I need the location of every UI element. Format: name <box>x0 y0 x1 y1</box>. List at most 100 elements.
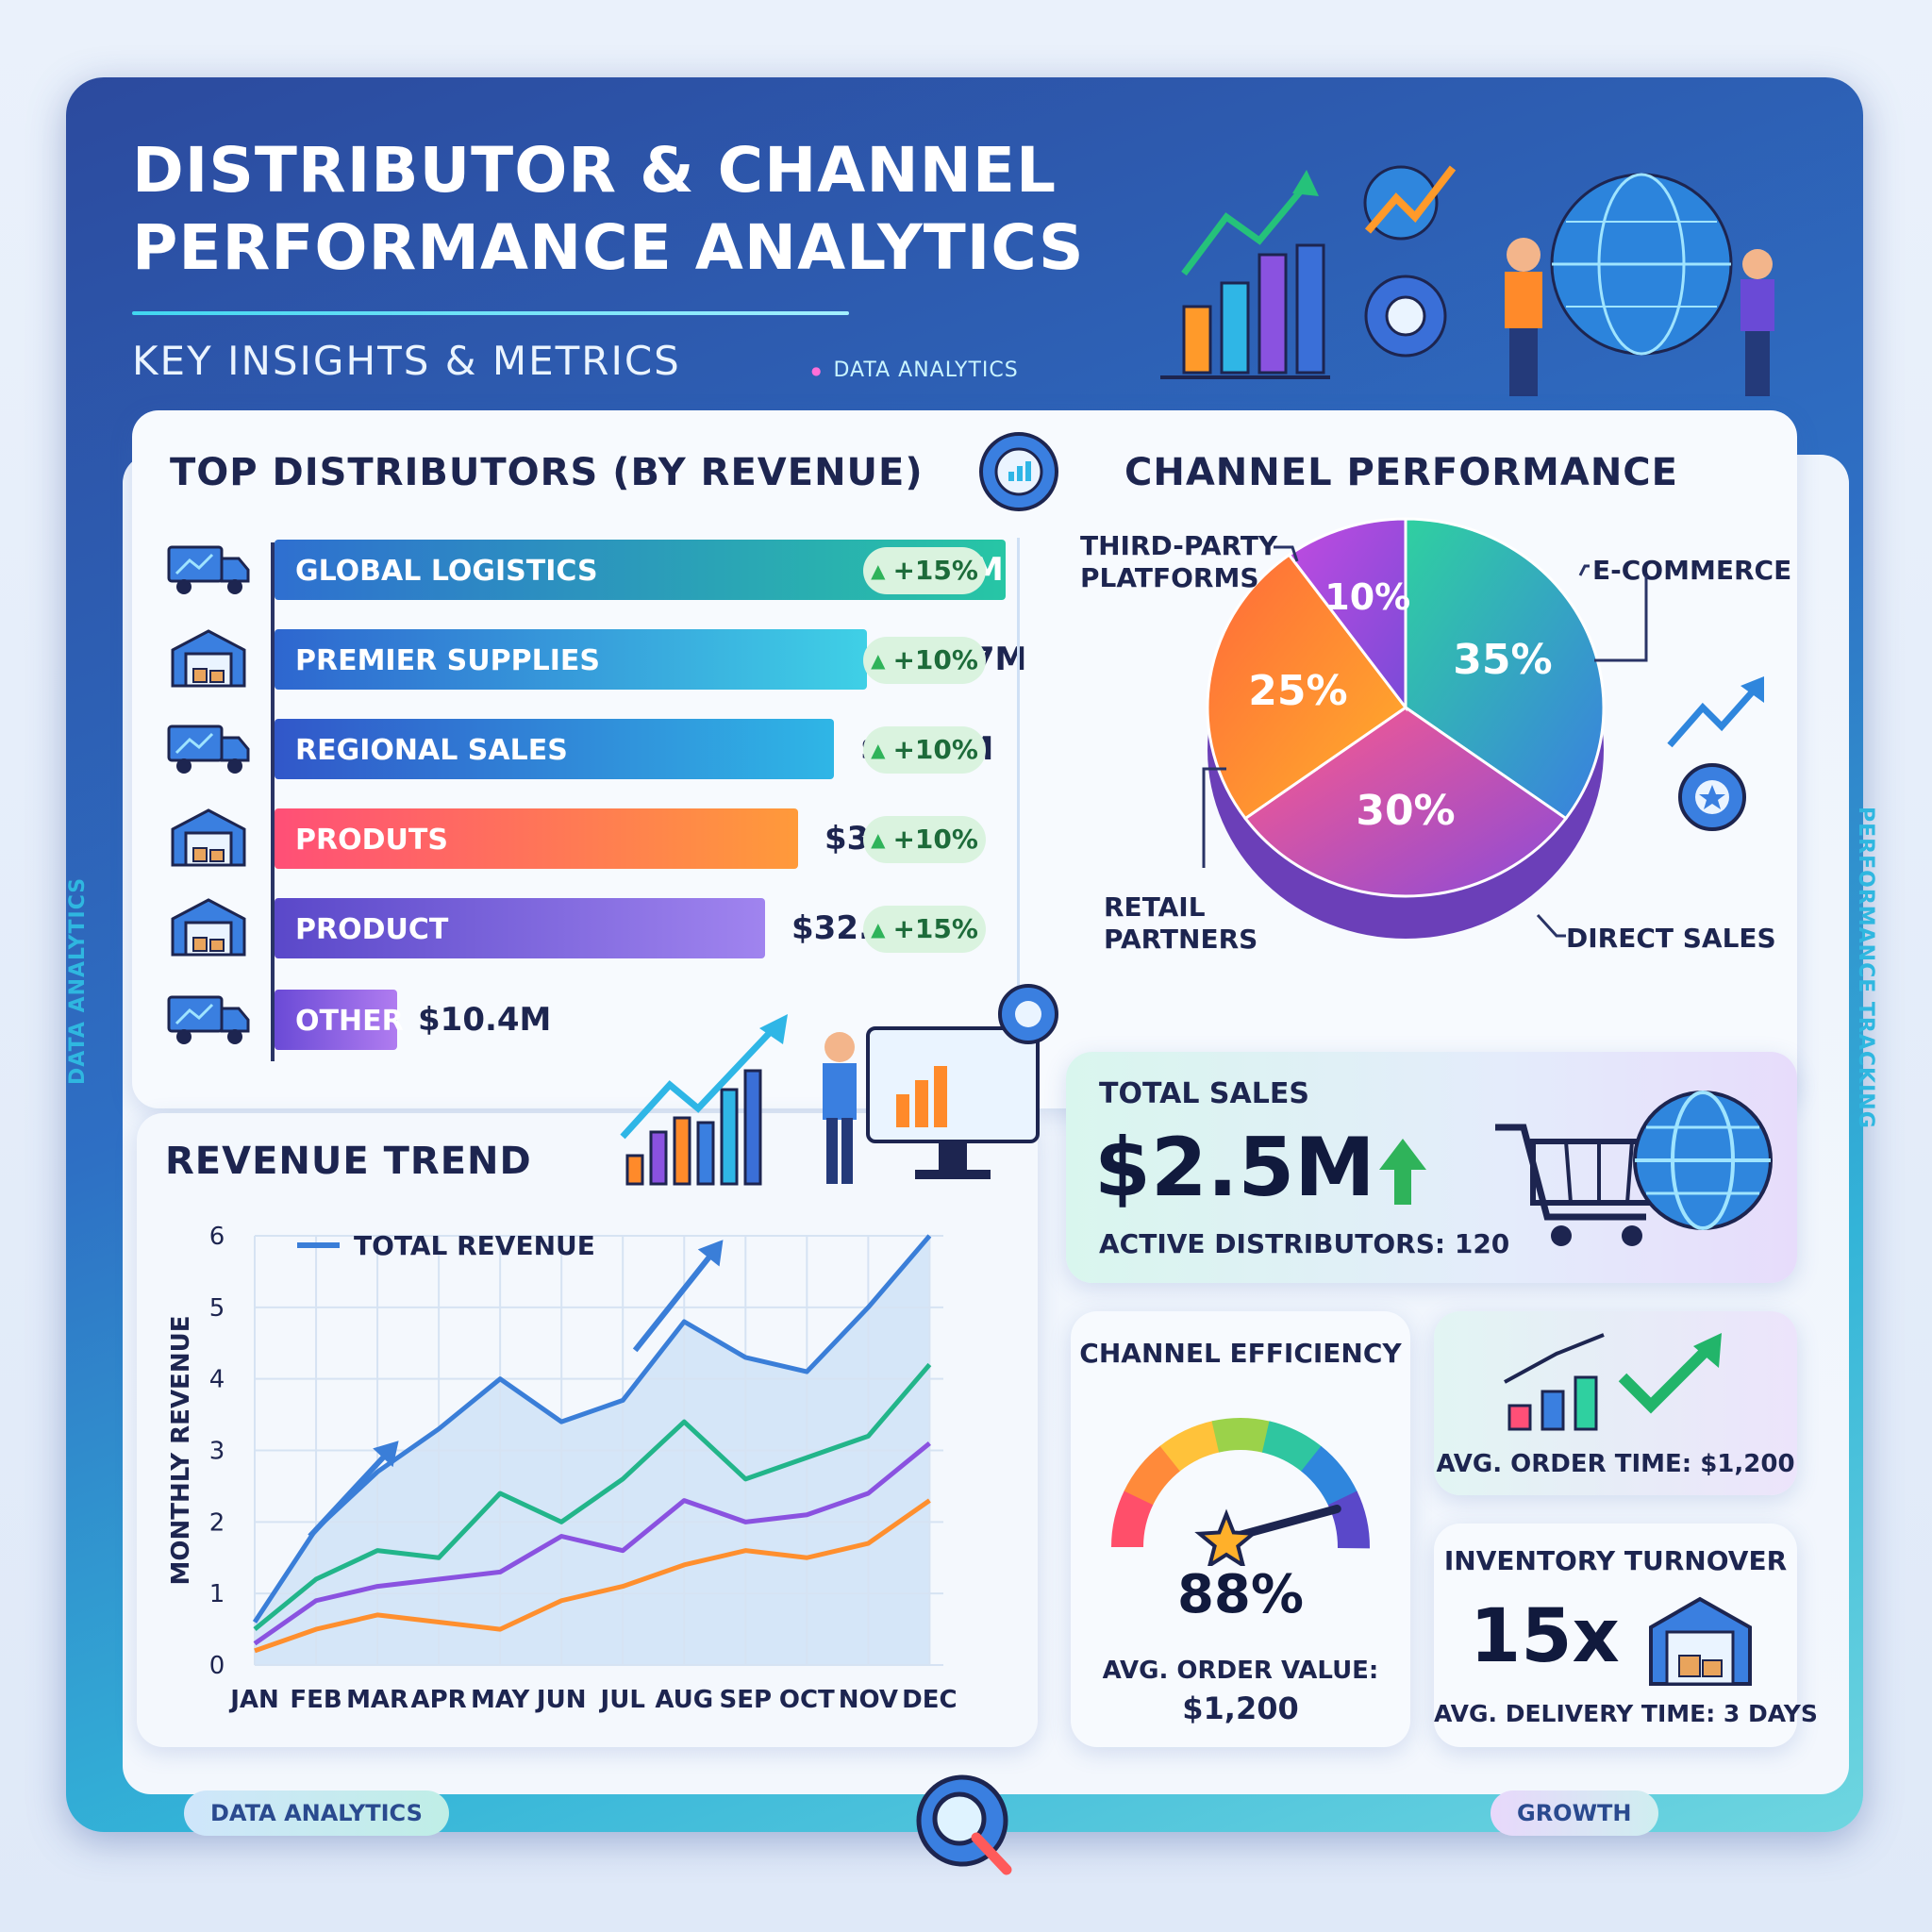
page-title-line1: DISTRIBUTOR & CHANNEL <box>132 134 1057 207</box>
distributor-bar: PREMIER SUPPLIES <box>275 629 867 690</box>
series-line <box>253 1362 932 1632</box>
globe-icon <box>1633 1091 1773 1230</box>
x-tick-label: JUL <box>599 1686 645 1714</box>
active-distributors: ACTIVE DISTRIBUTORS: 120 <box>1099 1228 1510 1259</box>
channel-pie-chart: 35% 30% 25% 10% <box>1206 517 1606 939</box>
y-axis-label: MONTHLY REVENUE <box>167 1316 195 1586</box>
series-line <box>253 1441 931 1646</box>
star-gear-icon <box>1678 763 1746 831</box>
footer-pill-data-analytics: DATA ANALYTICS <box>184 1790 449 1836</box>
channel-efficiency-value: 88% <box>1176 1564 1305 1625</box>
warehouse-icon <box>171 629 246 688</box>
distributor-row: GLOBAL LOGISTICS$2.5M+15% <box>165 538 1014 600</box>
pie-value-label: 35% <box>1453 636 1552 684</box>
x-tick-label: JAN <box>228 1686 279 1714</box>
truck-icon <box>167 724 250 774</box>
series-line <box>254 1498 931 1654</box>
x-tick-label: MAR <box>346 1686 408 1714</box>
distributor-bar: PRODUTS <box>275 808 798 869</box>
side-label-left: DATA ANALYTICS <box>66 876 90 1085</box>
distributor-name: GLOBAL LOGISTICS <box>295 555 598 588</box>
x-tick-label: JUN <box>535 1686 587 1714</box>
shopping-cart-icon <box>1495 1124 1658 1246</box>
y-tick-label: 3 <box>209 1438 225 1466</box>
trend-arrow-head <box>373 1441 399 1468</box>
distributor-row: PRODUTS$36.8M+10% <box>165 807 1014 869</box>
distributor-name: PRODUCT <box>295 913 449 946</box>
avg-order-value: $1,200 <box>1182 1690 1299 1726</box>
trend-arrow-icon <box>1667 676 1764 748</box>
distributor-change-badge: +15% <box>863 547 986 594</box>
x-tick-label: DEC <box>902 1686 957 1714</box>
distributor-row: PREMIER SUPPLIES$20.7M+10% <box>165 627 1026 690</box>
distributor-axis <box>271 542 275 1061</box>
gauge-segment <box>1327 1491 1370 1549</box>
gauge-segment <box>1159 1421 1221 1472</box>
y-tick-label: 4 <box>209 1366 225 1394</box>
distributor-name: PREMIER SUPPLIES <box>295 644 600 677</box>
pie-slice <box>1206 553 1408 821</box>
legend-label: TOTAL REVENUE <box>354 1230 595 1261</box>
gauge-segment <box>1211 1418 1271 1453</box>
y-tick-label: 2 <box>209 1508 225 1537</box>
distributor-row: REGIONAL SALES$20.9M+10% <box>165 717 1014 779</box>
gear-icon <box>998 984 1058 1044</box>
pie-value-label: 30% <box>1356 787 1455 835</box>
inventory-label: INVENTORY TURNOVER <box>1443 1545 1788 1576</box>
trend-arrow-icon <box>632 1248 718 1353</box>
footer-pill-growth: GROWTH <box>1491 1790 1658 1836</box>
warehouse-icon <box>171 898 246 957</box>
pie-label-ecommerce: E-COMMERCE <box>1592 555 1792 586</box>
pie-value-label: 10% <box>1324 576 1410 618</box>
x-tick-label: OCT <box>779 1686 835 1714</box>
gauge-segment <box>1124 1445 1181 1506</box>
pie-label-retail: RETAIL PARTNERS <box>1104 891 1258 955</box>
page-subtitle: KEY INSIGHTS & METRICS <box>132 338 681 384</box>
y-tick-label: 6 <box>209 1223 225 1251</box>
up-arrow-icon <box>1379 1139 1426 1205</box>
distributor-bar: OTHER <box>275 990 404 1050</box>
gauge-segment <box>1111 1490 1154 1548</box>
gear-icon <box>1364 275 1447 358</box>
distributor-name: REGIONAL SALES <box>295 734 568 767</box>
channel-efficiency-label: CHANNEL EFFICIENCY <box>1079 1338 1402 1369</box>
truck-icon <box>167 545 250 594</box>
distributor-value: $10.4M <box>418 1001 552 1039</box>
growth-chart-icon <box>1160 170 1330 379</box>
x-tick-label: APR <box>411 1686 467 1714</box>
gear-chart-icon <box>979 432 1058 511</box>
gauge-segment <box>1261 1421 1323 1473</box>
gauge-segment <box>1300 1445 1358 1507</box>
avg-order-value-label: AVG. ORDER VALUE: <box>1102 1657 1379 1685</box>
distributor-bar: PRODUCT <box>275 898 765 958</box>
avg-delivery: AVG. DELIVERY TIME: 3 DAYS <box>1434 1700 1818 1727</box>
distributor-change-badge: +10% <box>863 726 986 774</box>
distributor-change-badge: +10% <box>863 637 986 684</box>
series-line <box>252 1234 932 1624</box>
star-icon <box>1194 1508 1258 1566</box>
inventory-value: 15x <box>1470 1594 1620 1679</box>
distributors-title: TOP DISTRIBUTORS (BY REVENUE) <box>170 451 924 494</box>
distributor-row: PRODUCT$32.8M+15% <box>165 896 1014 958</box>
cart-globe-icon <box>1495 1091 1773 1246</box>
truck-icon <box>167 995 250 1044</box>
header: DISTRIBUTOR & CHANNEL PERFORMANCE ANALYT… <box>132 132 1085 384</box>
distributor-change-badge: +15% <box>863 906 986 953</box>
total-sales-label: TOTAL SALES <box>1099 1077 1309 1110</box>
x-tick-label: SEP <box>720 1686 773 1714</box>
header-illustration <box>1160 165 1774 396</box>
distributor-row: OTHER $10.4M <box>165 988 1014 1050</box>
pie-leader-lines <box>1202 545 1648 938</box>
distributor-change-badge: +10% <box>863 816 986 863</box>
warehouse-icon <box>1649 1596 1752 1686</box>
header-tag: DATA ANALYTICS <box>811 358 1019 382</box>
page-title-line2: PERFORMANCE ANALYTICS <box>132 211 1085 284</box>
x-tick-label: MAY <box>471 1686 531 1714</box>
avg-order-time: AVG. ORDER TIME: $1,200 <box>1436 1450 1795 1478</box>
panel-divider <box>1017 538 1020 991</box>
y-tick-label: 1 <box>209 1580 225 1608</box>
revenue-illustration <box>620 984 1058 1186</box>
x-tick-label: AUG <box>655 1686 713 1714</box>
y-tick-label: 0 <box>209 1652 225 1680</box>
x-tick-label: NOV <box>839 1686 898 1714</box>
